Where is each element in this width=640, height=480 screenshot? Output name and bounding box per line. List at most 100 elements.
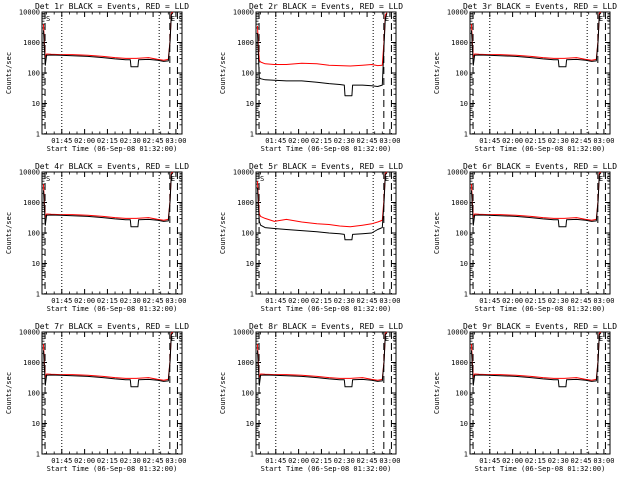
y-tick-label: 10000	[233, 9, 254, 17]
series-line-lld	[471, 331, 602, 381]
y-tick-label: 1000	[23, 199, 40, 207]
y-tick-label: 100	[27, 70, 40, 78]
chart-title: Det 7r BLACK = Events, RED = LLD	[35, 322, 189, 331]
y-tick-label: 1000	[23, 359, 40, 367]
series-line-events	[471, 172, 602, 228]
y-tick-label: 10	[32, 420, 40, 428]
series-line-lld	[43, 331, 174, 381]
x-tick-label: 01:45	[265, 297, 286, 305]
marker-label-s: S	[178, 175, 182, 183]
marker-label-s: S	[46, 175, 50, 183]
chart-title: Det 4r BLACK = Events, RED = LLD	[35, 162, 189, 171]
x-tick-label: 02:00	[74, 297, 95, 305]
x-tick-label: 02:00	[288, 297, 309, 305]
marker-label-s: S	[606, 15, 610, 23]
marker-label-e: E	[385, 335, 389, 343]
y-axis-label: Counts/sec	[5, 52, 13, 94]
x-tick-label: 02:30	[120, 297, 141, 305]
chart-title: Det 8r BLACK = Events, RED = LLD	[249, 322, 403, 331]
y-tick-label: 1	[464, 291, 468, 299]
chart-title: Det 5r BLACK = Events, RED = LLD	[249, 162, 403, 171]
chart-panel-6: Det 6r BLACK = Events, RED = LLD 1 10 100 10…	[433, 162, 617, 313]
x-tick-label: 02:30	[548, 457, 569, 465]
x-tick-label: 02:45	[571, 297, 592, 305]
x-tick-label: 02:15	[525, 457, 546, 465]
y-tick-label: 10000	[447, 9, 468, 17]
marker-label-s: S	[606, 175, 610, 183]
x-tick-label: 02:30	[334, 457, 355, 465]
x-tick-label: 03:00	[165, 137, 186, 145]
series-line-events	[43, 172, 174, 228]
x-tick-label: 02:00	[74, 137, 95, 145]
marker-label-e: E	[385, 15, 389, 23]
x-tick-label: 02:45	[143, 457, 164, 465]
y-tick-label: 1	[464, 131, 468, 139]
series-line-lld	[471, 11, 602, 61]
x-tick-label: 03:00	[379, 297, 400, 305]
plot-frame	[41, 171, 183, 295]
x-axis-label: Start Time (06-Sep-08 01:32:00)	[475, 465, 606, 473]
chart-title: Det 9r BLACK = Events, RED = LLD	[463, 322, 617, 331]
series-line-lld	[257, 12, 388, 67]
x-tick-label: 02:00	[288, 137, 309, 145]
marker-label-e: E	[385, 175, 389, 183]
x-tick-label: 02:15	[311, 297, 332, 305]
y-tick-label: 1	[36, 451, 40, 459]
y-axis-label: Counts/sec	[219, 52, 227, 94]
marker-label-s: S	[392, 175, 396, 183]
x-axis-label: Start Time (06-Sep-08 01:32:00)	[47, 305, 178, 313]
y-axis-label: Counts/sec	[433, 372, 441, 414]
y-tick-label: 10	[246, 420, 254, 428]
y-axis-label: Counts/sec	[5, 372, 13, 414]
x-tick-label: 03:00	[593, 297, 614, 305]
x-tick-label: 01:45	[265, 457, 286, 465]
x-tick-label: 03:00	[165, 457, 186, 465]
x-tick-label: 02:00	[74, 457, 95, 465]
chart-panel-5: Det 5r BLACK = Events, RED = LLD 1 10 100 10…	[219, 162, 403, 313]
y-tick-label: 10000	[447, 169, 468, 177]
y-tick-label: 100	[241, 70, 254, 78]
x-tick-label: 01:45	[479, 137, 500, 145]
plot-frame	[41, 331, 183, 455]
chart-panel-3: Det 3r BLACK = Events, RED = LLD 1 10 100 10…	[433, 2, 617, 153]
series-line-lld	[43, 11, 174, 61]
chart-title: Det 6r BLACK = Events, RED = LLD	[463, 162, 617, 171]
y-axis-label: Counts/sec	[219, 212, 227, 254]
plot-frame	[469, 331, 611, 455]
x-tick-label: 03:00	[379, 457, 400, 465]
y-tick-label: 10000	[233, 329, 254, 337]
x-tick-label: 03:00	[593, 137, 614, 145]
marker-label-e: E	[599, 15, 603, 23]
series-line-events	[471, 332, 602, 388]
x-tick-label: 02:45	[143, 297, 164, 305]
x-tick-label: 03:00	[593, 457, 614, 465]
chart-panel-9: Det 9r BLACK = Events, RED = LLD 1 10 100 10…	[433, 322, 617, 473]
marker-label-s: S	[260, 175, 264, 183]
x-tick-label: 01:45	[479, 297, 500, 305]
marker-label-e: E	[599, 175, 603, 183]
series-line-events	[43, 332, 174, 388]
x-tick-label: 02:45	[571, 457, 592, 465]
chart-title: Det 3r BLACK = Events, RED = LLD	[463, 2, 617, 11]
plot-frame	[41, 11, 183, 135]
y-tick-label: 100	[455, 230, 468, 238]
x-axis-label: Start Time (06-Sep-08 01:32:00)	[475, 145, 606, 153]
x-tick-label: 02:30	[334, 137, 355, 145]
y-tick-label: 10	[460, 260, 468, 268]
y-tick-label: 1000	[451, 359, 468, 367]
y-tick-label: 10000	[233, 169, 254, 177]
y-tick-label: 1000	[451, 39, 468, 47]
y-tick-label: 1000	[451, 199, 468, 207]
x-tick-label: 01:45	[51, 137, 72, 145]
x-tick-label: 02:45	[357, 297, 378, 305]
x-tick-label: 02:45	[571, 137, 592, 145]
x-tick-label: 03:00	[379, 137, 400, 145]
x-tick-label: 02:45	[357, 457, 378, 465]
x-tick-label: 02:30	[120, 457, 141, 465]
x-axis-label: Start Time (06-Sep-08 01:32:00)	[261, 145, 392, 153]
series-line-lld	[257, 171, 388, 228]
chart-panel-1: Det 1r BLACK = Events, RED = LLD 1 10 100 10…	[5, 2, 189, 153]
y-tick-label: 10	[460, 420, 468, 428]
x-axis-label: Start Time (06-Sep-08 01:32:00)	[261, 305, 392, 313]
